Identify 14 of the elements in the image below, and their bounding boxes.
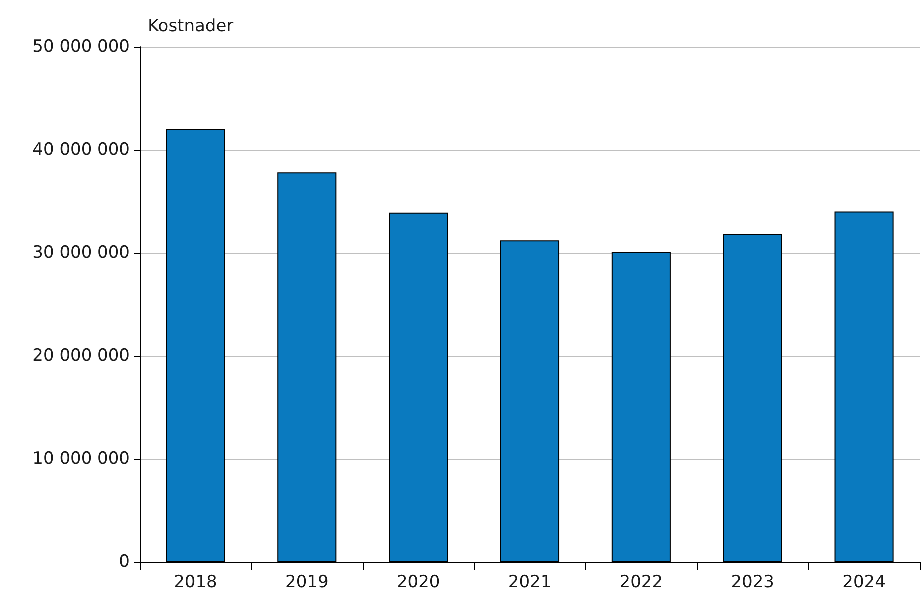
y-tick-label: 20 000 000	[32, 346, 130, 366]
x-tick-label: 2018	[174, 572, 218, 592]
y-axis-title: Kostnader	[148, 16, 234, 36]
y-tick-label: 0	[119, 552, 130, 572]
y-tick-label: 10 000 000	[32, 449, 130, 469]
x-tick-label: 2019	[286, 572, 329, 592]
x-tick-label: 2020	[396, 572, 440, 592]
y-tick-label: 40 000 000	[32, 140, 130, 160]
y-tick-label: 50 000 000	[32, 37, 130, 57]
x-tick-label: 2021	[508, 572, 552, 592]
x-tick-label: 2024	[842, 572, 886, 592]
x-tick-label: 2023	[731, 572, 774, 592]
y-tick-label: 30 000 000	[32, 243, 130, 263]
x-tick-label: 2022	[620, 572, 664, 592]
